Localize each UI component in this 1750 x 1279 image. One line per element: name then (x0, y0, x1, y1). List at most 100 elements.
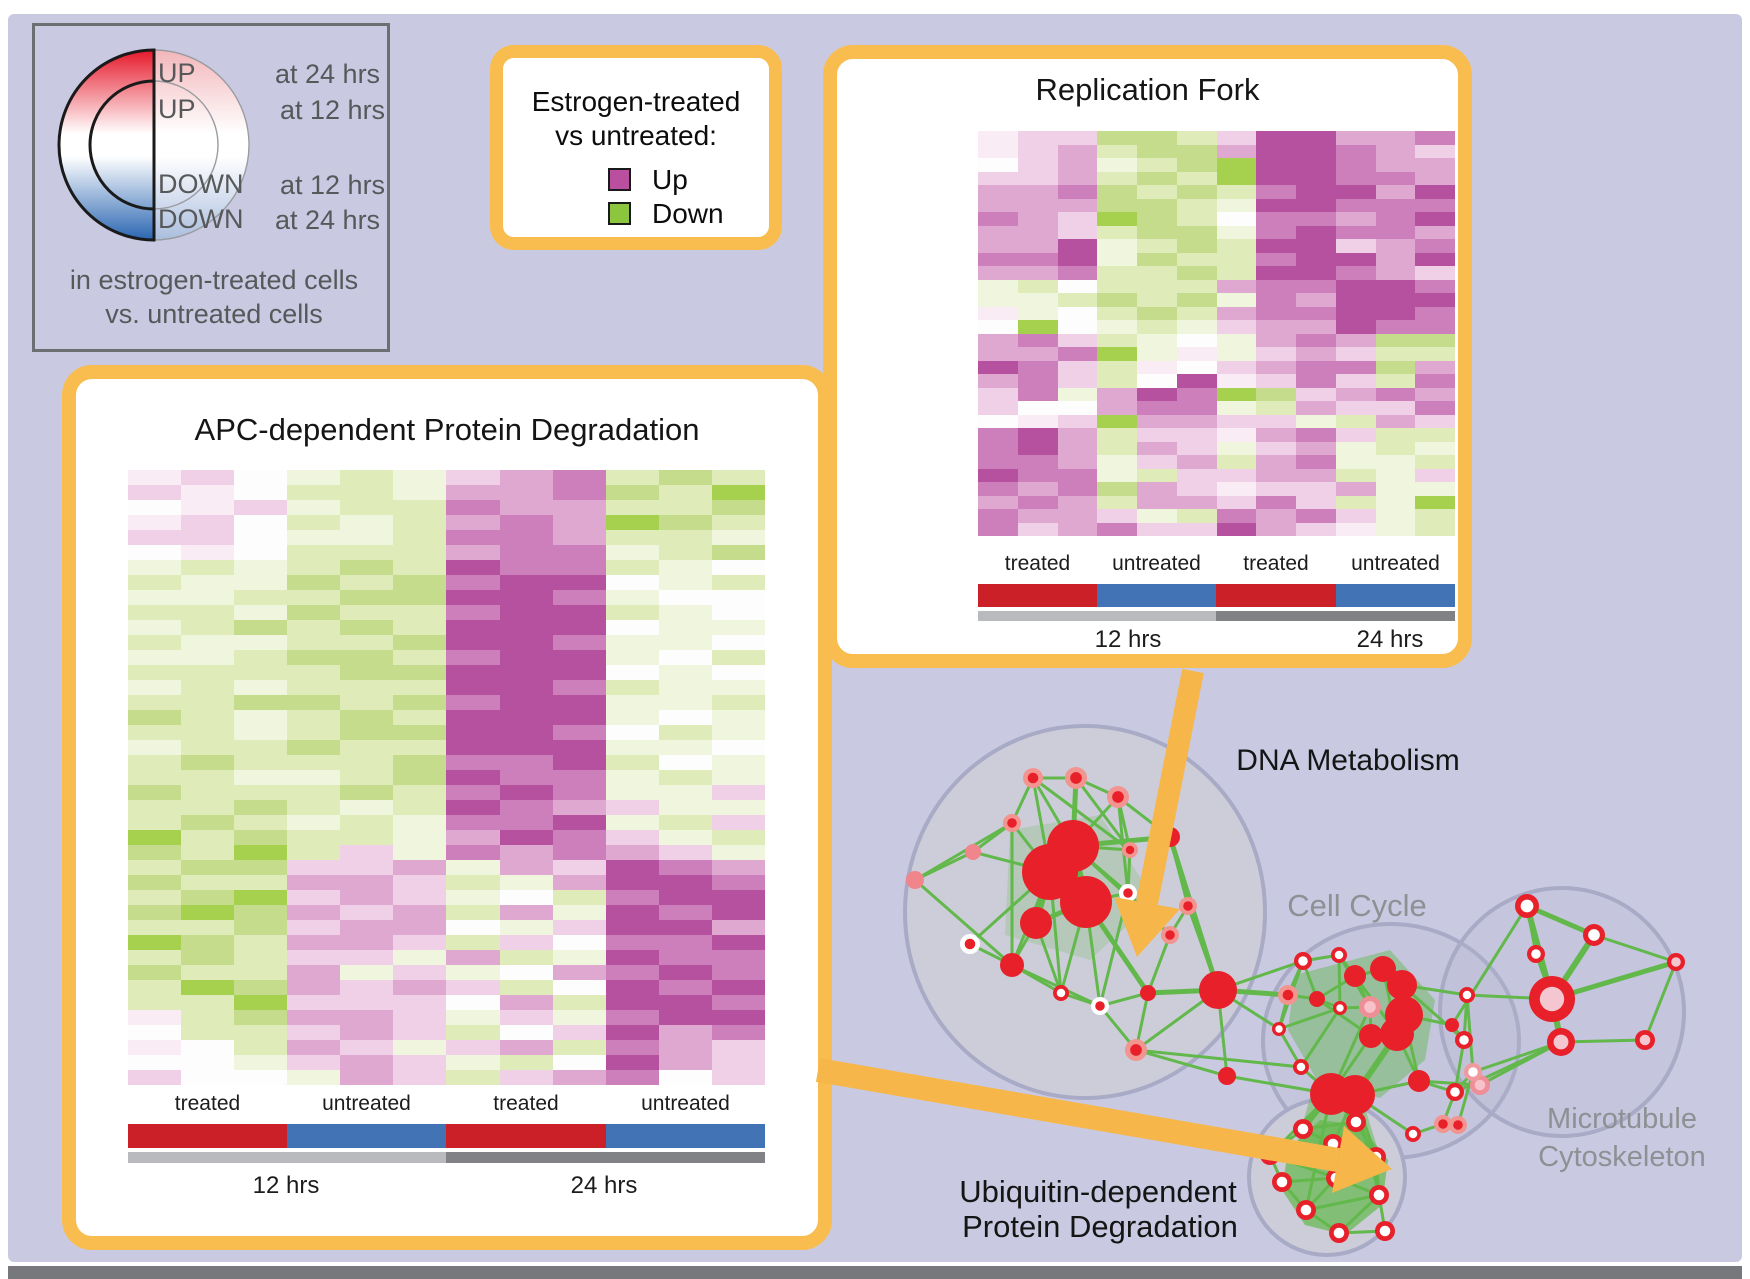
heatmap-cell (1216, 347, 1257, 361)
heatmap-cell (552, 920, 606, 935)
heatmap-cell (658, 800, 712, 815)
heatmap-cell (1017, 495, 1058, 509)
heatmap-cell (181, 740, 235, 755)
heatmap-cell (711, 1025, 765, 1040)
heatmap-cell (1137, 374, 1177, 388)
heatmap-cell (552, 860, 606, 875)
heatmap-cell (287, 950, 341, 965)
updown-row-dir: DOWN (158, 204, 244, 234)
heatmap-cell (1375, 387, 1416, 401)
heatmap-cell (1017, 158, 1058, 172)
heatmap-cell (1216, 239, 1257, 253)
heatmap-cell (181, 845, 235, 860)
heatmap-cell (711, 620, 765, 635)
heatmap-cell (978, 522, 1018, 536)
heatmap-cell (234, 665, 288, 680)
heatmap-cell (340, 485, 394, 500)
heatmap-cell (1375, 509, 1416, 523)
heatmap-cell (181, 1070, 235, 1085)
heatmap-cell (1176, 333, 1217, 347)
heatmap-cell (552, 755, 606, 770)
heatmap-cell (234, 605, 288, 620)
heatmap-cell (287, 545, 341, 560)
heatmap-cell (1097, 455, 1137, 469)
heatmap-cell (1256, 239, 1296, 253)
heatmap-cell (1137, 266, 1177, 280)
heatmap-cell (393, 740, 447, 755)
heatmap-cell (234, 905, 288, 920)
heatmap-cell (499, 890, 553, 905)
heatmap-cell (393, 530, 447, 545)
heatmap-cell (234, 725, 288, 740)
time-label-apc: 24 hrs (570, 1172, 638, 1199)
heatmap-cell (499, 605, 553, 620)
heatmap-cell (499, 920, 553, 935)
heatmap-cell (978, 131, 1018, 145)
heatmap-cell (287, 635, 341, 650)
heatmap-cell (711, 1040, 765, 1055)
heatmap-cell (1256, 509, 1296, 523)
heatmap-cell (340, 500, 394, 515)
heatmap-cell (181, 695, 235, 710)
heatmap-cell (234, 875, 288, 890)
condition-label-apc: treated (174, 1092, 241, 1115)
heatmap-cell (658, 545, 712, 560)
heatmap-cell (711, 890, 765, 905)
heatmap-cell (552, 710, 606, 725)
heatmap-cell (1017, 212, 1058, 226)
heatmap-cell (181, 800, 235, 815)
heatmap-cell (340, 890, 394, 905)
heatmap-cell (1415, 387, 1455, 401)
heatmap-cell (181, 710, 235, 725)
heatmap-cell (128, 485, 182, 500)
heatmap-cell (1097, 158, 1137, 172)
heatmap-cell (1296, 387, 1336, 401)
heatmap-cell (234, 845, 288, 860)
heatmap-cell (234, 965, 288, 980)
heatmap-cell (393, 575, 447, 590)
heatmap-cell (446, 515, 500, 530)
heatmap-cell (499, 620, 553, 635)
updown-caption-line1: in estrogen-treated cells (69, 265, 359, 295)
heatmap-cell (393, 500, 447, 515)
heatmap-cell (340, 860, 394, 875)
heatmap-cell (1017, 279, 1058, 293)
heatmap-cell (340, 800, 394, 815)
heatmap-cell (1256, 387, 1296, 401)
heatmap-cell (1296, 252, 1336, 266)
heatmap-cell (1216, 212, 1257, 226)
heatmap-cell (552, 875, 606, 890)
heatmap-cell (393, 965, 447, 980)
heatmap-cell (1097, 360, 1137, 374)
heatmap-cell (552, 665, 606, 680)
heatmap-cell (499, 710, 553, 725)
heatmap-cell (1057, 428, 1098, 442)
heatmap-cell (1296, 347, 1336, 361)
down-label: Down (652, 198, 724, 229)
heatmap-cell (1057, 225, 1098, 239)
heatmap-cell (978, 374, 1018, 388)
condition-label-apc: untreated (641, 1092, 730, 1115)
heatmap-cell (552, 545, 606, 560)
heatmap-cell (234, 575, 288, 590)
heatmap-cell (1176, 266, 1217, 280)
heatmap-cell (181, 515, 235, 530)
heatmap-cell (1057, 441, 1098, 455)
heatmap-cell (1335, 252, 1376, 266)
heatmap-cell (1256, 455, 1296, 469)
heatmap-cell (1176, 509, 1217, 523)
heatmap-cell (234, 530, 288, 545)
heatmap-cell (1057, 212, 1098, 226)
heatmap-cell (1097, 522, 1137, 536)
heatmap-cell (711, 1010, 765, 1025)
heatmap-cell (1137, 387, 1177, 401)
heatmap-cell (234, 1070, 288, 1085)
heatmap-cell (658, 1040, 712, 1055)
heatmap-cell (181, 470, 235, 485)
heatmap-cell (1296, 144, 1336, 158)
heatmap-cell (181, 1040, 235, 1055)
heatmap-cell (234, 560, 288, 575)
heatmap-cell (181, 890, 235, 905)
heatmap-cell (552, 845, 606, 860)
heatmap-cell (340, 1010, 394, 1025)
